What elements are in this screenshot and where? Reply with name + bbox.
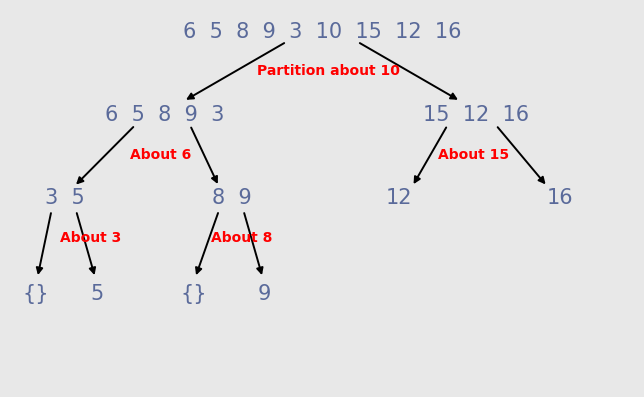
Text: 5: 5 (90, 284, 103, 304)
Text: {}: {} (22, 284, 49, 304)
Text: 15  12  16: 15 12 16 (424, 105, 529, 125)
Text: 6  5  8  9  3  10  15  12  16: 6 5 8 9 3 10 15 12 16 (183, 22, 461, 42)
Text: {}: {} (180, 284, 207, 304)
Text: 12: 12 (386, 189, 413, 208)
Text: About 8: About 8 (211, 231, 272, 245)
Text: 16: 16 (547, 189, 574, 208)
Text: About 15: About 15 (438, 148, 509, 162)
Text: 3  5: 3 5 (44, 189, 84, 208)
Text: About 6: About 6 (130, 148, 192, 162)
Text: 9: 9 (258, 284, 270, 304)
Text: Partition about 10: Partition about 10 (257, 64, 400, 79)
Text: 8  9: 8 9 (212, 189, 252, 208)
Text: 6  5  8  9  3: 6 5 8 9 3 (104, 105, 224, 125)
Text: About 3: About 3 (59, 231, 121, 245)
